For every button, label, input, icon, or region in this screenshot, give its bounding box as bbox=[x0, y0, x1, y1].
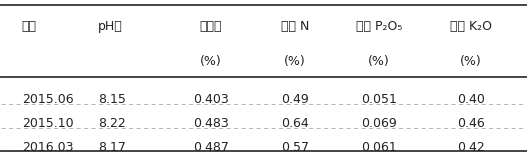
Text: 2015.06: 2015.06 bbox=[22, 93, 73, 106]
Text: pH值: pH值 bbox=[98, 20, 123, 33]
Text: 0.069: 0.069 bbox=[362, 117, 397, 130]
Text: 全钾 K₂O: 全钾 K₂O bbox=[450, 20, 492, 33]
Text: 2016.03: 2016.03 bbox=[22, 141, 73, 154]
Text: 0.49: 0.49 bbox=[281, 93, 309, 106]
Text: 时间: 时间 bbox=[22, 20, 37, 33]
Text: 有机质: 有机质 bbox=[200, 20, 222, 33]
Text: (%): (%) bbox=[284, 55, 306, 68]
Text: 0.42: 0.42 bbox=[457, 141, 485, 154]
Text: 0.483: 0.483 bbox=[193, 117, 229, 130]
Text: 8.22: 8.22 bbox=[98, 117, 125, 130]
Text: 8.15: 8.15 bbox=[98, 93, 126, 106]
Text: 全氮 N: 全氮 N bbox=[281, 20, 309, 33]
Text: (%): (%) bbox=[200, 55, 222, 68]
Text: 全磷 P₂O₅: 全磷 P₂O₅ bbox=[356, 20, 402, 33]
Text: 2015.10: 2015.10 bbox=[22, 117, 73, 130]
Text: 0.40: 0.40 bbox=[457, 93, 485, 106]
Text: (%): (%) bbox=[460, 55, 482, 68]
Text: 0.061: 0.061 bbox=[362, 141, 397, 154]
Text: 0.46: 0.46 bbox=[457, 117, 485, 130]
Text: 0.57: 0.57 bbox=[281, 141, 309, 154]
Text: 0.487: 0.487 bbox=[193, 141, 229, 154]
Text: (%): (%) bbox=[368, 55, 390, 68]
Text: 0.64: 0.64 bbox=[281, 117, 309, 130]
Text: 0.051: 0.051 bbox=[361, 93, 397, 106]
Text: 8.17: 8.17 bbox=[98, 141, 126, 154]
Text: 0.403: 0.403 bbox=[193, 93, 229, 106]
